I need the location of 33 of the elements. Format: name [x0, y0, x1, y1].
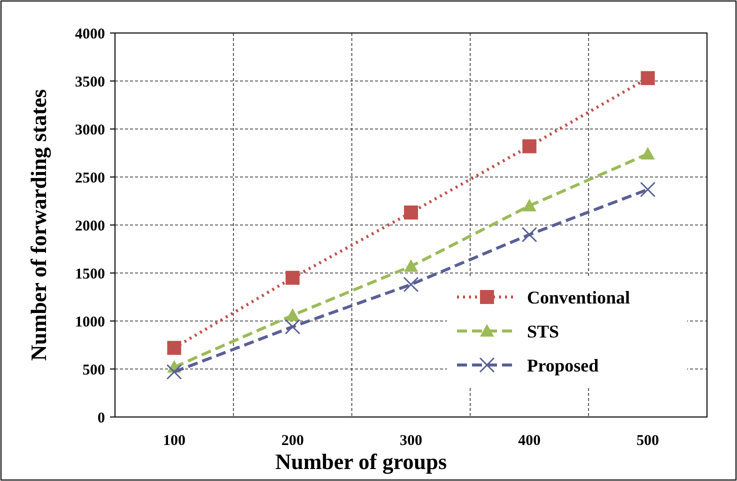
y-tick-label: 2000 [75, 218, 105, 234]
point [640, 71, 655, 86]
point [404, 206, 418, 220]
legend-label: Conventional [527, 287, 630, 308]
point [167, 340, 182, 355]
x-tick-label: 400 [518, 433, 541, 449]
point [522, 198, 536, 212]
y-tick-label: 1000 [75, 314, 105, 330]
point [286, 270, 300, 285]
y-tick-label: 0 [98, 410, 105, 426]
point [404, 259, 418, 272]
y-tick-label: 3000 [75, 122, 105, 138]
point [522, 139, 536, 154]
point [284, 319, 300, 335]
x-tick-label: 200 [281, 433, 304, 449]
legend-label: Proposed [527, 355, 599, 376]
y-tick-label: 1500 [75, 266, 105, 282]
y-tick-label: 4000 [75, 26, 105, 42]
point [522, 226, 538, 242]
x-axis-title: Number of groups [275, 449, 448, 474]
x-tick-label: 500 [636, 433, 660, 449]
x-tick-label: 100 [162, 433, 186, 449]
legend-label: STS [527, 321, 560, 342]
point [403, 276, 419, 292]
y-tick-label: 2500 [75, 170, 105, 186]
point [166, 364, 182, 380]
y-tick-label: 3500 [75, 74, 105, 90]
y-tick-label: 500 [82, 362, 105, 378]
y-axis-title: Number of forwarding states [26, 88, 51, 361]
point [640, 182, 656, 198]
point [286, 308, 300, 321]
x-tick-label: 300 [400, 433, 422, 449]
point [640, 146, 655, 160]
